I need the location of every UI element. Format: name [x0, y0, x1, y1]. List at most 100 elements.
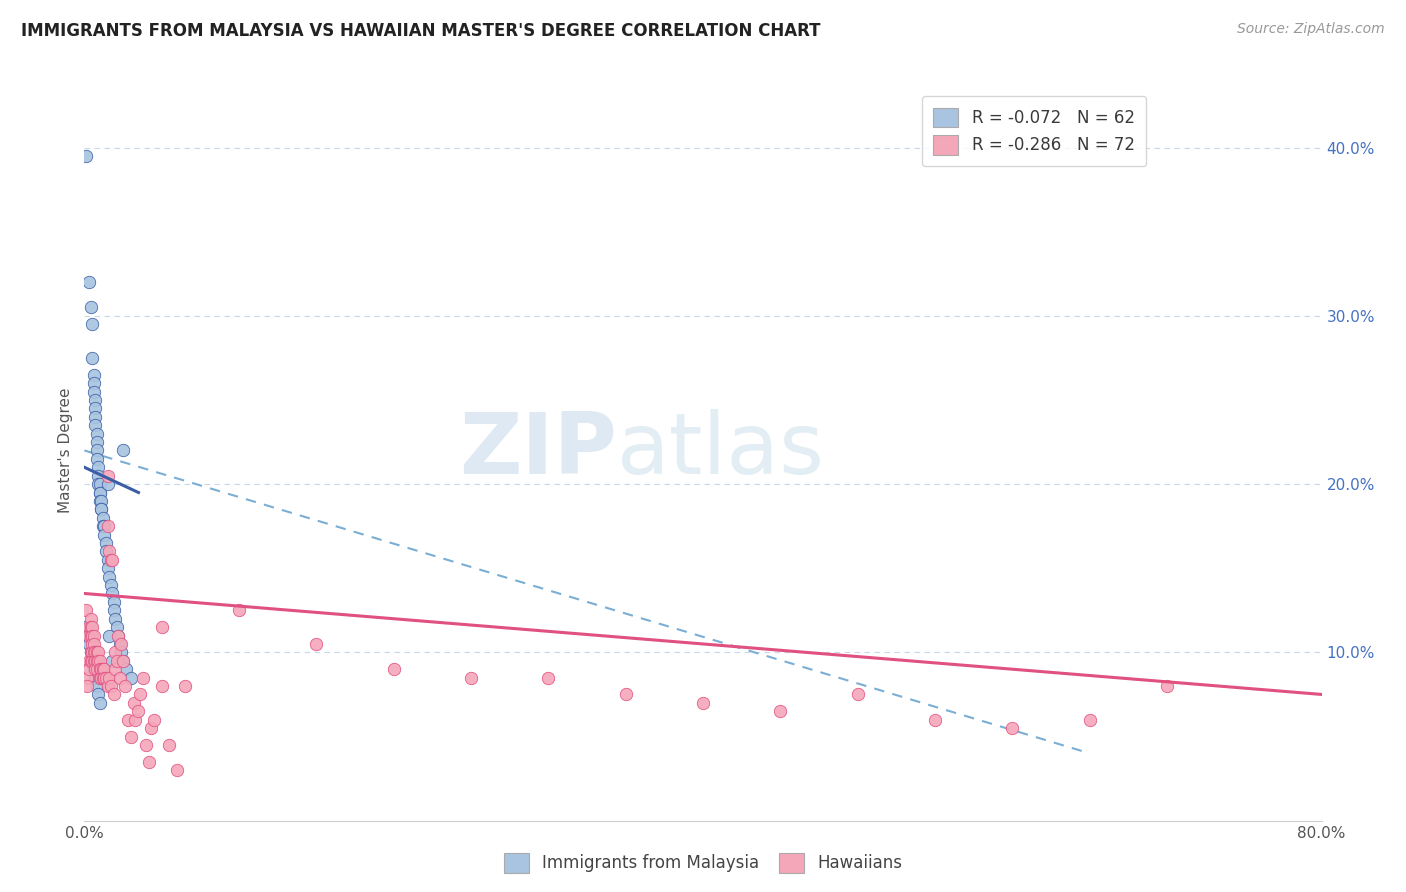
Point	[91, 662, 114, 676]
Point	[100, 679, 122, 693]
Point	[139, 721, 162, 735]
Point	[82, 637, 104, 651]
Text: ZIP: ZIP	[458, 409, 616, 492]
Point	[83, 662, 105, 676]
Point	[93, 662, 115, 676]
Point	[1001, 721, 1024, 735]
Point	[79, 645, 101, 659]
Point	[112, 443, 135, 458]
Point	[129, 688, 152, 702]
Point	[89, 485, 111, 500]
Point	[86, 451, 108, 466]
Point	[846, 688, 869, 702]
Point	[82, 351, 104, 365]
Point	[96, 468, 118, 483]
Point	[100, 578, 122, 592]
Point	[86, 654, 108, 668]
Point	[96, 679, 118, 693]
Point	[96, 553, 118, 567]
Legend: Immigrants from Malaysia, Hawaiians: Immigrants from Malaysia, Hawaiians	[496, 847, 910, 880]
Point	[77, 662, 100, 676]
Point	[98, 569, 121, 583]
Point	[90, 662, 112, 676]
Point	[94, 536, 117, 550]
Point	[83, 368, 105, 382]
Point	[83, 628, 105, 642]
Point	[108, 637, 131, 651]
Point	[82, 628, 104, 642]
Point	[86, 443, 108, 458]
Point	[112, 654, 135, 668]
Point	[96, 519, 118, 533]
Point	[77, 637, 100, 651]
Y-axis label: Master's Degree: Master's Degree	[58, 388, 73, 513]
Point	[89, 485, 111, 500]
Point	[93, 671, 115, 685]
Point	[83, 384, 105, 399]
Point	[105, 654, 128, 668]
Point	[84, 409, 107, 424]
Point	[93, 519, 115, 533]
Point	[87, 688, 110, 702]
Point	[79, 645, 101, 659]
Point	[83, 637, 105, 651]
Point	[84, 645, 107, 659]
Point	[77, 654, 100, 668]
Text: atlas: atlas	[616, 409, 824, 492]
Point	[98, 628, 121, 642]
Point	[105, 620, 128, 634]
Point	[82, 620, 104, 634]
Point	[90, 502, 112, 516]
Point	[382, 662, 405, 676]
Point	[87, 468, 110, 483]
Point	[83, 376, 105, 391]
Point	[82, 654, 104, 668]
Point	[91, 519, 114, 533]
Point	[692, 696, 714, 710]
Point	[96, 477, 118, 491]
Point	[138, 755, 160, 769]
Point	[87, 645, 110, 659]
Point	[112, 654, 135, 668]
Point	[120, 671, 142, 685]
Point	[93, 527, 115, 541]
Point	[79, 620, 101, 634]
Point	[924, 713, 946, 727]
Point	[174, 679, 197, 693]
Point	[150, 679, 173, 693]
Point	[89, 477, 111, 491]
Point	[84, 392, 107, 407]
Point	[79, 612, 101, 626]
Point	[94, 544, 117, 558]
Point	[87, 654, 110, 668]
Point	[91, 671, 114, 685]
Point	[82, 318, 104, 332]
Point	[614, 688, 637, 702]
Point	[86, 645, 108, 659]
Point	[104, 612, 127, 626]
Point	[87, 477, 110, 491]
Point	[91, 510, 114, 524]
Point	[150, 620, 173, 634]
Point	[228, 603, 250, 617]
Point	[76, 679, 98, 693]
Point	[76, 671, 98, 685]
Point	[114, 679, 136, 693]
Point	[117, 713, 139, 727]
Point	[89, 696, 111, 710]
Point	[82, 645, 104, 659]
Point	[75, 603, 97, 617]
Legend: R = -0.072   N = 62, R = -0.286   N = 72: R = -0.072 N = 62, R = -0.286 N = 72	[921, 96, 1146, 166]
Point	[84, 418, 107, 433]
Point	[90, 494, 112, 508]
Point	[124, 713, 146, 727]
Point	[108, 671, 131, 685]
Point	[76, 628, 98, 642]
Point	[75, 620, 97, 634]
Point	[82, 654, 104, 668]
Point	[127, 704, 149, 718]
Point	[89, 662, 111, 676]
Point	[84, 401, 107, 416]
Point	[120, 730, 142, 744]
Point	[83, 654, 105, 668]
